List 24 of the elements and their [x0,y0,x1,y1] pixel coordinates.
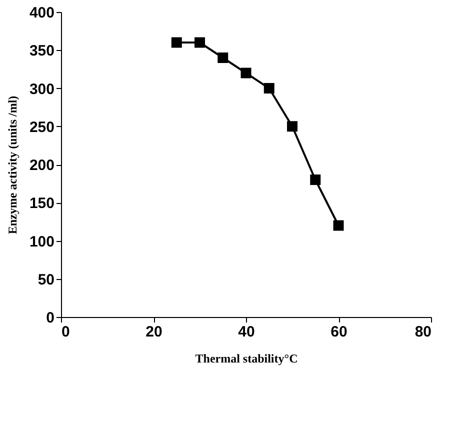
x-tick-label: 20 [146,324,162,340]
point [240,68,252,78]
y-tick-label: 200 [29,157,54,174]
y-tick-label: 300 [29,80,54,98]
point [287,121,298,132]
point [310,174,321,185]
y-tick-label: 400 [29,4,54,22]
y-tick-label: 100 [29,233,54,250]
y-tick-label: 350 [29,42,54,60]
x-tick-label: 80 [414,324,432,340]
point [264,83,274,94]
x-tick-label: 40 [238,324,255,340]
point [333,220,344,231]
point [218,52,228,63]
y-tick-label: 0 [46,310,54,326]
y-tick-label: 250 [29,118,54,136]
y-tick-label: 150 [29,195,54,212]
y-axis-title: Enzyme activity (units /ml) [5,96,20,234]
x-tick-label: 0 [62,324,70,340]
x-axis-title: Thermal stability°C [195,352,298,366]
y-tick-label: 50 [38,271,54,288]
x-tick-label: 60 [330,324,348,340]
point [171,37,182,48]
point [194,37,205,48]
